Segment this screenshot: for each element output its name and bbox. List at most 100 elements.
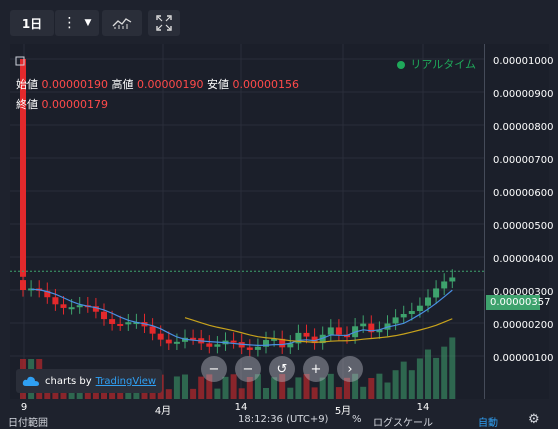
candle-body [52, 297, 59, 305]
auto-scale-toggle[interactable]: 自動 [478, 418, 498, 429]
candle-body [392, 317, 399, 324]
current-price-label: 0.00000357 [486, 295, 550, 310]
volume-bar [295, 377, 302, 399]
candle-body [279, 338, 286, 348]
price-tick: 0.00000100 [493, 353, 554, 364]
date-range-button[interactable]: 日付範囲 [8, 418, 48, 429]
volume-bar [246, 377, 253, 399]
volume-bar [165, 389, 172, 399]
price-tick: 0.00001000 [493, 56, 554, 67]
volume-bar [68, 390, 75, 399]
volume-bar [449, 337, 456, 399]
volume-bar [303, 373, 310, 399]
volume-bar [376, 373, 383, 399]
candle-body [44, 290, 51, 298]
chart-menu-button[interactable]: ⋮ ▼ [55, 10, 99, 36]
volume-bar [441, 346, 448, 399]
volume-bar [433, 357, 440, 399]
time-tick: 9 [20, 402, 28, 413]
candle-body [295, 332, 302, 344]
candle-body [68, 307, 75, 310]
volume-bar [230, 374, 237, 399]
series-marker-icon[interactable] [15, 56, 25, 66]
top-toolbar: 1日 ⋮ ▼ [0, 0, 558, 44]
zoom-out-button[interactable]: − [235, 356, 261, 382]
scroll-back-button[interactable]: − [201, 356, 227, 382]
volume-bar [263, 387, 269, 399]
low-value: 0.00000156 [232, 78, 299, 91]
volume-bar [360, 386, 367, 399]
price-tick: 0.00000200 [493, 320, 554, 331]
scroll-forward-button[interactable]: › [337, 356, 363, 382]
candle-body [109, 319, 116, 324]
candle-body [327, 327, 334, 335]
fullscreen-button[interactable] [148, 10, 180, 36]
candle-body [368, 323, 375, 333]
candle-body [76, 305, 83, 308]
candle-body [311, 336, 318, 344]
interval-button[interactable]: 1日 [10, 10, 54, 36]
chevron-right-icon: › [347, 361, 353, 377]
candle-body [190, 337, 197, 340]
reset-icon: ↺ [276, 361, 288, 377]
candle-body [433, 288, 440, 298]
volume-bar [408, 370, 415, 399]
volume-bar [222, 376, 229, 399]
candle-body [303, 332, 310, 337]
log-scale-toggle[interactable]: ログスケール [373, 418, 433, 429]
price-chart[interactable]: 始値 0.00000190 高値 0.00000190 安値 0.0000015… [10, 44, 484, 399]
candle-body [230, 340, 237, 343]
time-axis[interactable]: 9 4月 14 5月 14 [10, 399, 484, 420]
price-axis[interactable]: 0.00001000 0.00000900 0.00000800 0.00000… [484, 44, 553, 399]
volume-bar [327, 373, 334, 399]
live-dot-icon [397, 61, 406, 69]
tradingview-link[interactable]: TradingView [95, 375, 157, 387]
vertical-dots-icon: ⋮ [62, 15, 77, 31]
zoom-in-button[interactable]: + [303, 356, 329, 382]
candle-body [287, 343, 294, 348]
candle-body [20, 280, 26, 290]
candle-body [425, 297, 431, 306]
candle-body [360, 323, 367, 327]
candle-body [101, 311, 107, 320]
cloud-logo-icon [22, 376, 39, 386]
ohlc-legend-row1: 始値 0.00000190 高値 0.00000190 安値 0.0000015… [16, 76, 299, 92]
price-tick: 0.00000600 [493, 188, 554, 199]
bottom-bar: 日付範囲 18:12:36 (UTC+9) % ログスケール 自動 ⚙ [0, 392, 558, 429]
minus-icon: − [242, 361, 254, 377]
candle-body [60, 304, 67, 308]
volume-bar [416, 358, 423, 399]
fullscreen-icon [156, 15, 172, 31]
volume-bar [206, 374, 213, 399]
candle-body [149, 326, 156, 334]
volume-bar [384, 382, 391, 399]
candle-body [246, 347, 253, 350]
volume-bar [141, 389, 148, 399]
candle-body [117, 323, 124, 326]
low-label: 安値 [206, 78, 229, 91]
realtime-indicator: リアルタイム [397, 56, 476, 72]
tradingview-badge[interactable]: charts by TradingView [16, 369, 163, 393]
candle-body [254, 346, 261, 350]
time-tick: 14 [234, 402, 248, 413]
chevron-down-icon: ▼ [84, 18, 92, 28]
volume-bar [425, 349, 431, 399]
price-tick: 0.00000900 [493, 89, 554, 100]
candle-body [20, 59, 26, 277]
time-tick: 5月 [334, 406, 352, 417]
candle-body [133, 322, 140, 325]
volume-bar [198, 376, 205, 399]
volume-bar [344, 377, 350, 399]
indicators-button[interactable] [102, 10, 142, 36]
candle-body [376, 329, 383, 333]
volume-bar [254, 374, 261, 399]
reset-chart-button[interactable]: ↺ [269, 356, 295, 382]
candle-body [206, 343, 213, 347]
candle-body [449, 277, 456, 282]
candle-body [214, 344, 221, 347]
volume-bar [92, 390, 99, 399]
volume-bar [319, 377, 326, 399]
volume-bar [190, 388, 197, 399]
volume-bar [182, 374, 188, 399]
ohlc-legend-row2: 終値 0.00000179 [16, 96, 108, 112]
